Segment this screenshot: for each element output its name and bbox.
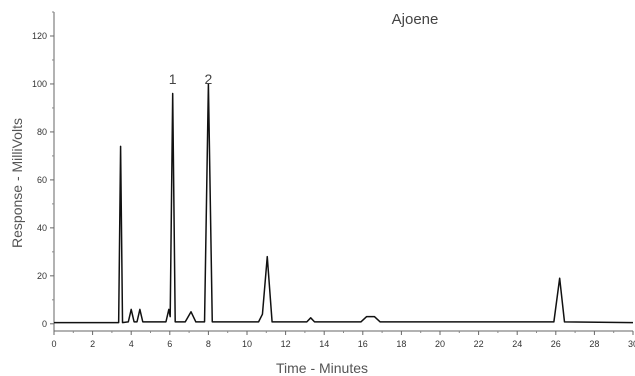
x-tick-label: 16 [358, 339, 368, 349]
y-tick-label: 40 [37, 223, 47, 233]
x-tick-label: 12 [281, 339, 291, 349]
x-tick-label: 4 [129, 339, 134, 349]
x-tick-label: 0 [51, 339, 56, 349]
y-axis-label: Response - MilliVolts [9, 118, 25, 248]
x-tick-label: 24 [512, 339, 522, 349]
peak-label: 2 [205, 71, 213, 87]
x-tick-label: 2 [90, 339, 95, 349]
x-tick-label: 18 [396, 339, 406, 349]
x-tick-label: 6 [167, 339, 172, 349]
chromatogram-trace-1 [54, 83, 634, 324]
x-tick-label: 10 [242, 339, 252, 349]
y-tick-label: 120 [32, 31, 47, 41]
plot-area [54, 83, 634, 324]
x-tick-label: 26 [551, 339, 561, 349]
x-tick-label: 20 [435, 339, 445, 349]
y-tick-label: 0 [42, 319, 47, 329]
x-axis-label: Time - Minutes [276, 360, 368, 376]
y-tick-label: 100 [32, 79, 47, 89]
x-tick-label: 8 [206, 339, 211, 349]
y-axis-ticks: 0 20 40 60 80 100 120 [32, 11, 54, 329]
x-tick-label: 30 [628, 339, 635, 349]
y-tick-label: 60 [37, 175, 47, 185]
axes [53, 12, 633, 332]
x-tick-label: 14 [319, 339, 329, 349]
chart-title: Ajoene [392, 11, 439, 28]
x-tick-label: 28 [589, 339, 599, 349]
peak-label: 1 [169, 71, 177, 87]
x-tick-label: 22 [474, 339, 484, 349]
y-tick-label: 80 [37, 127, 47, 137]
y-tick-label: 20 [37, 271, 47, 281]
